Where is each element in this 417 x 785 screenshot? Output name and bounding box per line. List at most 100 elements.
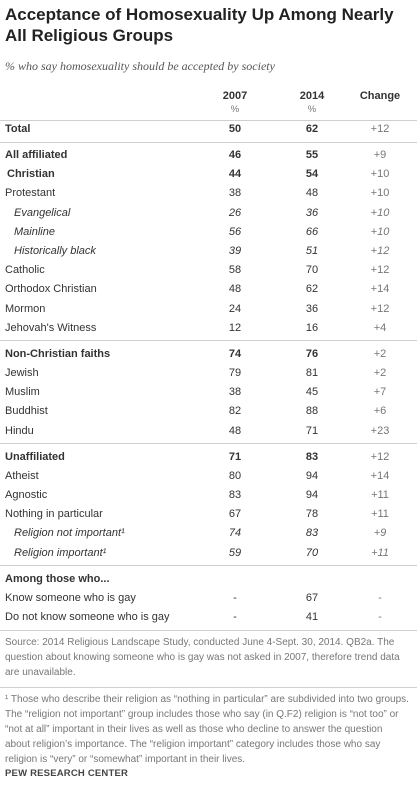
cell-value: -: [233, 591, 237, 604]
cell-value: 74: [228, 527, 242, 540]
header-rule: [0, 120, 417, 121]
row-label: Jehovah's Witness: [5, 321, 97, 334]
cell-value: 83: [305, 527, 319, 540]
cell-change: +4: [373, 321, 387, 334]
row-label: Nothing in particular: [5, 508, 103, 521]
cell-change: +9: [373, 149, 387, 161]
column-header: 2007: [222, 90, 248, 102]
group-rule: [0, 565, 417, 567]
cell-change: +11: [371, 508, 389, 521]
cell-value: 48: [228, 283, 242, 296]
cell-value: 81: [305, 367, 319, 379]
row-label: Hindu: [5, 424, 34, 437]
footer-rule: [0, 687, 417, 688]
row-label: Unaffiliated: [5, 450, 65, 463]
cell-change: +2: [373, 347, 387, 360]
cell-value: 94: [305, 489, 319, 501]
cell-value: 74: [228, 347, 242, 360]
column-unit: %: [230, 104, 240, 115]
row-label: Religion important¹: [14, 546, 107, 559]
column-header: 2014: [299, 90, 325, 102]
column-unit: %: [307, 104, 317, 115]
title: Acceptance of Homosexuality Up Among Nea…: [5, 5, 394, 45]
cell-value: 82: [228, 405, 242, 418]
row-label: Jewish: [5, 367, 39, 379]
cell-value: -: [233, 611, 237, 623]
group-rule: [0, 629, 417, 631]
cell-value: 59: [228, 546, 242, 559]
source-note: Source: 2014 Religious Landscape Study, …: [5, 637, 400, 678]
cell-value: 50: [228, 123, 242, 135]
cell-value: 58: [228, 264, 242, 277]
cell-change: +12: [370, 450, 390, 463]
cell-value: 56: [228, 225, 242, 238]
row-label: Agnostic: [5, 489, 48, 501]
cell-value: 16: [305, 321, 319, 334]
cell-value: 78: [305, 508, 319, 521]
cell-change: -: [378, 591, 382, 604]
cell-change: -: [378, 611, 382, 623]
row-label: All affiliated: [5, 149, 68, 161]
cell-value: 62: [305, 123, 319, 135]
cell-change: +9: [373, 527, 387, 540]
group-rule: [0, 141, 417, 143]
row-label: Christian: [7, 168, 55, 181]
cell-value: 88: [305, 405, 319, 418]
cell-value: 12: [228, 321, 242, 334]
column-header: Change: [359, 90, 401, 102]
cell-value: 71: [228, 450, 242, 463]
row-label: Historically black: [14, 245, 96, 257]
row-label: Protestant: [5, 187, 56, 200]
group-rule: [0, 340, 417, 342]
cell-change: +14: [370, 469, 390, 482]
group-rule: [0, 443, 417, 445]
cell-value: 67: [228, 508, 242, 521]
cell-value: 48: [228, 424, 242, 437]
cell-value: 38: [228, 386, 242, 399]
cell-change: +11: [371, 489, 389, 501]
row-label: Mormon: [5, 302, 46, 315]
cell-change: +11: [371, 546, 389, 559]
row-label: Do not know someone who is gay: [5, 611, 170, 623]
row-label: Evangelical: [14, 206, 71, 219]
brand: PEW RESEARCH CENTER: [5, 768, 129, 779]
cell-value: 70: [305, 546, 319, 559]
cell-value: 83: [228, 489, 242, 501]
cell-value: 83: [305, 450, 319, 463]
cell-value: 36: [305, 302, 319, 315]
cell-value: 41: [305, 611, 319, 623]
cell-value: 45: [305, 386, 319, 399]
row-label: Orthodox Christian: [5, 283, 97, 296]
cell-change: +14: [370, 283, 390, 296]
cell-value: 79: [228, 367, 242, 379]
cell-value: 26: [228, 206, 242, 219]
footnote: ¹ Those who describe their religion as “…: [5, 694, 409, 765]
cell-value: 54: [305, 168, 319, 181]
cell-value: 70: [305, 264, 319, 277]
cell-value: 48: [305, 187, 319, 200]
subtitle: % who say homosexuality should be accept…: [5, 59, 275, 73]
row-label: Know someone who is gay: [5, 591, 136, 604]
cell-value: 39: [228, 245, 242, 257]
cell-value: 51: [305, 245, 319, 257]
cell-change: +12: [370, 264, 390, 277]
row-label: Among those who...: [5, 572, 110, 585]
cell-change: +6: [373, 405, 387, 418]
cell-value: 62: [305, 283, 319, 296]
cell-value: 80: [228, 469, 242, 482]
row-label: Buddhist: [5, 405, 48, 418]
row-label: Religion not important¹: [14, 527, 125, 540]
cell-value: 36: [305, 206, 319, 219]
row-label: Total: [5, 123, 31, 135]
cell-value: 46: [228, 149, 242, 161]
cell-change: +10: [370, 168, 390, 181]
cell-change: +10: [370, 206, 390, 219]
cell-change: +10: [370, 225, 390, 238]
cell-change: +2: [373, 367, 387, 379]
cell-value: 94: [305, 469, 319, 482]
cell-change: +7: [373, 386, 387, 399]
cell-change: +12: [370, 123, 390, 135]
cell-value: 71: [305, 424, 319, 437]
cell-value: 55: [305, 149, 319, 161]
